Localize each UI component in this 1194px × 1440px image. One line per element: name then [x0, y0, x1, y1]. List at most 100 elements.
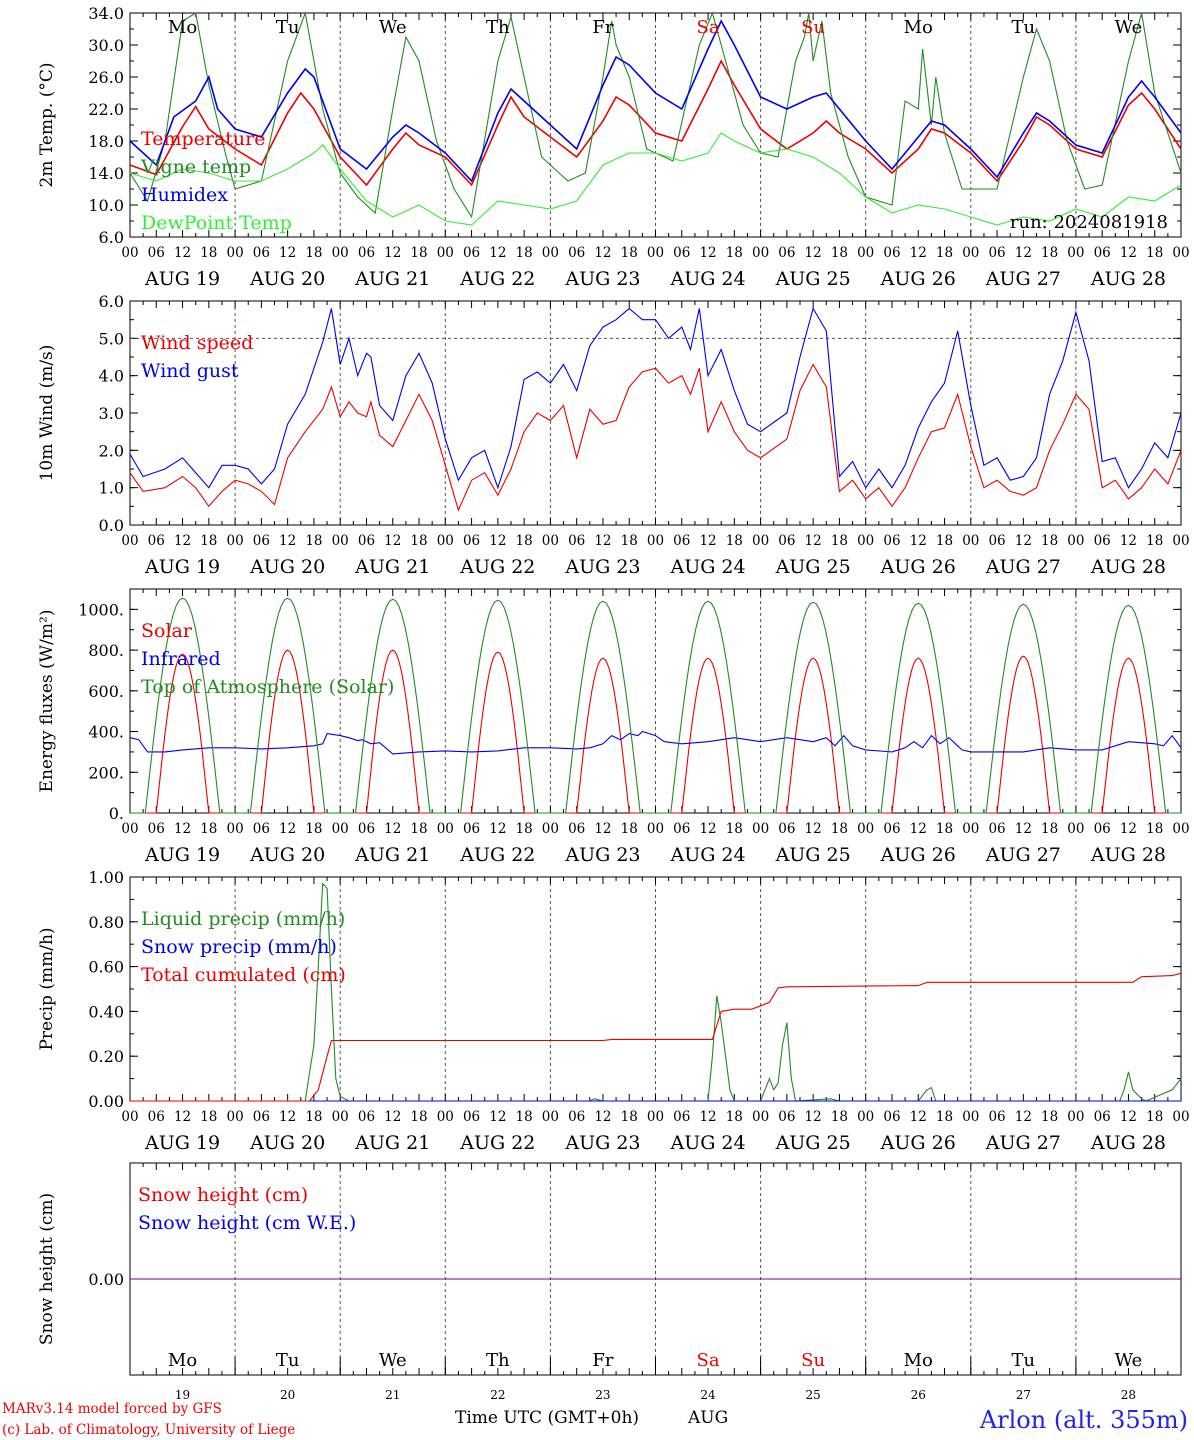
date-label: AUG 20: [249, 1132, 325, 1154]
hour-tick-label: 12: [174, 1109, 191, 1125]
legend-entry: Wind gust: [141, 360, 239, 382]
date-label: AUG 28: [1090, 844, 1166, 866]
hour-tick-label: 18: [1146, 245, 1163, 261]
hour-tick-label: 06: [778, 1109, 795, 1125]
hour-tick-label: 12: [279, 1109, 296, 1125]
y-tick-label: 30.0: [88, 36, 124, 55]
date-label: AUG 24: [669, 1132, 745, 1154]
hour-tick-label: 00: [542, 821, 559, 837]
hour-tick-label: 18: [305, 821, 322, 837]
day-number: 20: [280, 1388, 295, 1402]
date-label: AUG 26: [880, 1132, 956, 1154]
hour-tick-label: 06: [148, 1109, 165, 1125]
hour-tick-label: 00: [647, 533, 664, 549]
hour-tick-label: 18: [726, 245, 743, 261]
hour-tick-label: 12: [279, 821, 296, 837]
day-number: 26: [911, 1388, 926, 1402]
date-label: AUG 20: [249, 268, 325, 290]
y-tick-label: 0.60: [88, 958, 124, 977]
hour-tick-label: 06: [883, 1109, 900, 1125]
hour-tick-label: 06: [883, 821, 900, 837]
hour-tick-label: 12: [594, 245, 611, 261]
hour-tick-label: 00: [1172, 1109, 1189, 1125]
legend-entry: Top of Atmosphere (Solar): [141, 676, 394, 698]
hour-tick-label: 06: [253, 1109, 270, 1125]
hour-tick-label: 12: [1015, 1109, 1032, 1125]
hour-tick-label: 00: [332, 245, 349, 261]
hour-tick-label: 00: [857, 533, 874, 549]
hour-tick-label: 12: [489, 821, 506, 837]
hour-tick-label: 00: [437, 821, 454, 837]
hour-tick-label: 12: [384, 821, 401, 837]
y-tick-label: 0.00: [88, 1270, 124, 1289]
wind-panel: 0.0 1.0 2.0 3.0 4.0 5.0 6.0 10m Wind (m/s) Wind …: [37, 292, 1190, 578]
hour-tick-label: 12: [1015, 821, 1032, 837]
y-axis-title: Snow height (cm): [37, 1193, 57, 1345]
x-axis-label: Time UTC (GMT+0h): [455, 1408, 639, 1428]
day-abbr: We: [1115, 17, 1143, 38]
date-label: AUG 28: [1090, 556, 1166, 578]
hour-tick-label: 12: [384, 533, 401, 549]
lab-credit: (c) Lab. of Climatology, University of L…: [2, 1422, 295, 1438]
hour-tick-label: 06: [1094, 245, 1111, 261]
hour-tick-label: 18: [516, 245, 533, 261]
y-tick-label: 2.0: [99, 441, 124, 460]
hour-tick-label: 06: [463, 1109, 480, 1125]
hour-tick-label: 00: [542, 533, 559, 549]
station-label: Arlon (alt. 355m): [979, 1406, 1188, 1434]
hour-tick-label: 00: [121, 821, 138, 837]
hour-tick-label: 18: [1041, 533, 1058, 549]
date-label: AUG 21: [354, 1132, 430, 1154]
series-humidex: [129, 19, 1182, 183]
day-abbr-bottom: Sa: [697, 1350, 720, 1371]
y-tick-label: 18.0: [88, 132, 124, 151]
date-label: AUG 19: [144, 1132, 220, 1154]
hour-tick-label: 12: [489, 1109, 506, 1125]
hour-tick-label: 06: [463, 245, 480, 261]
hour-tick-label: 06: [778, 821, 795, 837]
day-abbr-bottom: Mo: [904, 1350, 933, 1371]
hour-tick-label: 12: [910, 821, 927, 837]
hour-tick-label: 00: [227, 1109, 244, 1125]
hour-tick-label: 12: [1120, 821, 1137, 837]
hour-tick-label: 00: [227, 245, 244, 261]
y-axis-title: Energy fluxes (W/m²): [37, 610, 57, 793]
hour-tick-label: 06: [778, 245, 795, 261]
date-label: AUG 27: [985, 844, 1061, 866]
hour-tick-label: 06: [568, 1109, 585, 1125]
hour-tick-label: 00: [1067, 1109, 1084, 1125]
day-number: 22: [490, 1388, 505, 1402]
hour-tick-label: 12: [699, 533, 716, 549]
hour-tick-label: 06: [253, 821, 270, 837]
hour-tick-label: 12: [279, 533, 296, 549]
hour-tick-label: 00: [962, 821, 979, 837]
hour-tick-label: 12: [910, 1109, 927, 1125]
hour-tick-label: 12: [279, 245, 296, 261]
hour-tick-label: 18: [305, 533, 322, 549]
date-label: AUG 23: [564, 844, 640, 866]
hour-tick-label: 18: [936, 245, 953, 261]
hour-tick-label: 00: [962, 245, 979, 261]
series-top-of-atmosphere-solar-: [130, 597, 1181, 814]
day-abbr: Tu: [1012, 17, 1036, 38]
y-tick-label: 10.0: [88, 196, 124, 215]
date-label: AUG 26: [880, 556, 956, 578]
hour-tick-label: 06: [568, 245, 585, 261]
y-tick-label: 14.0: [88, 164, 124, 183]
hour-tick-label: 06: [358, 821, 375, 837]
hour-tick-label: 18: [410, 245, 427, 261]
hour-tick-label: 00: [752, 533, 769, 549]
day-abbr-bottom: Fr: [592, 1350, 613, 1371]
hour-tick-label: 12: [910, 533, 927, 549]
hour-tick-label: 18: [305, 245, 322, 261]
hour-tick-label: 18: [305, 1109, 322, 1125]
date-label: AUG 26: [880, 268, 956, 290]
series-temperature: [129, 59, 1182, 187]
legend-entry: DewPoint Temp: [141, 212, 292, 234]
day-abbr-bottom: We: [379, 1350, 407, 1371]
y-tick-label: 0.40: [88, 1002, 124, 1021]
date-label: AUG 24: [669, 844, 745, 866]
hour-tick-label: 00: [857, 821, 874, 837]
hour-tick-label: 18: [621, 821, 638, 837]
y-tick-label: 0.00: [88, 1092, 124, 1111]
